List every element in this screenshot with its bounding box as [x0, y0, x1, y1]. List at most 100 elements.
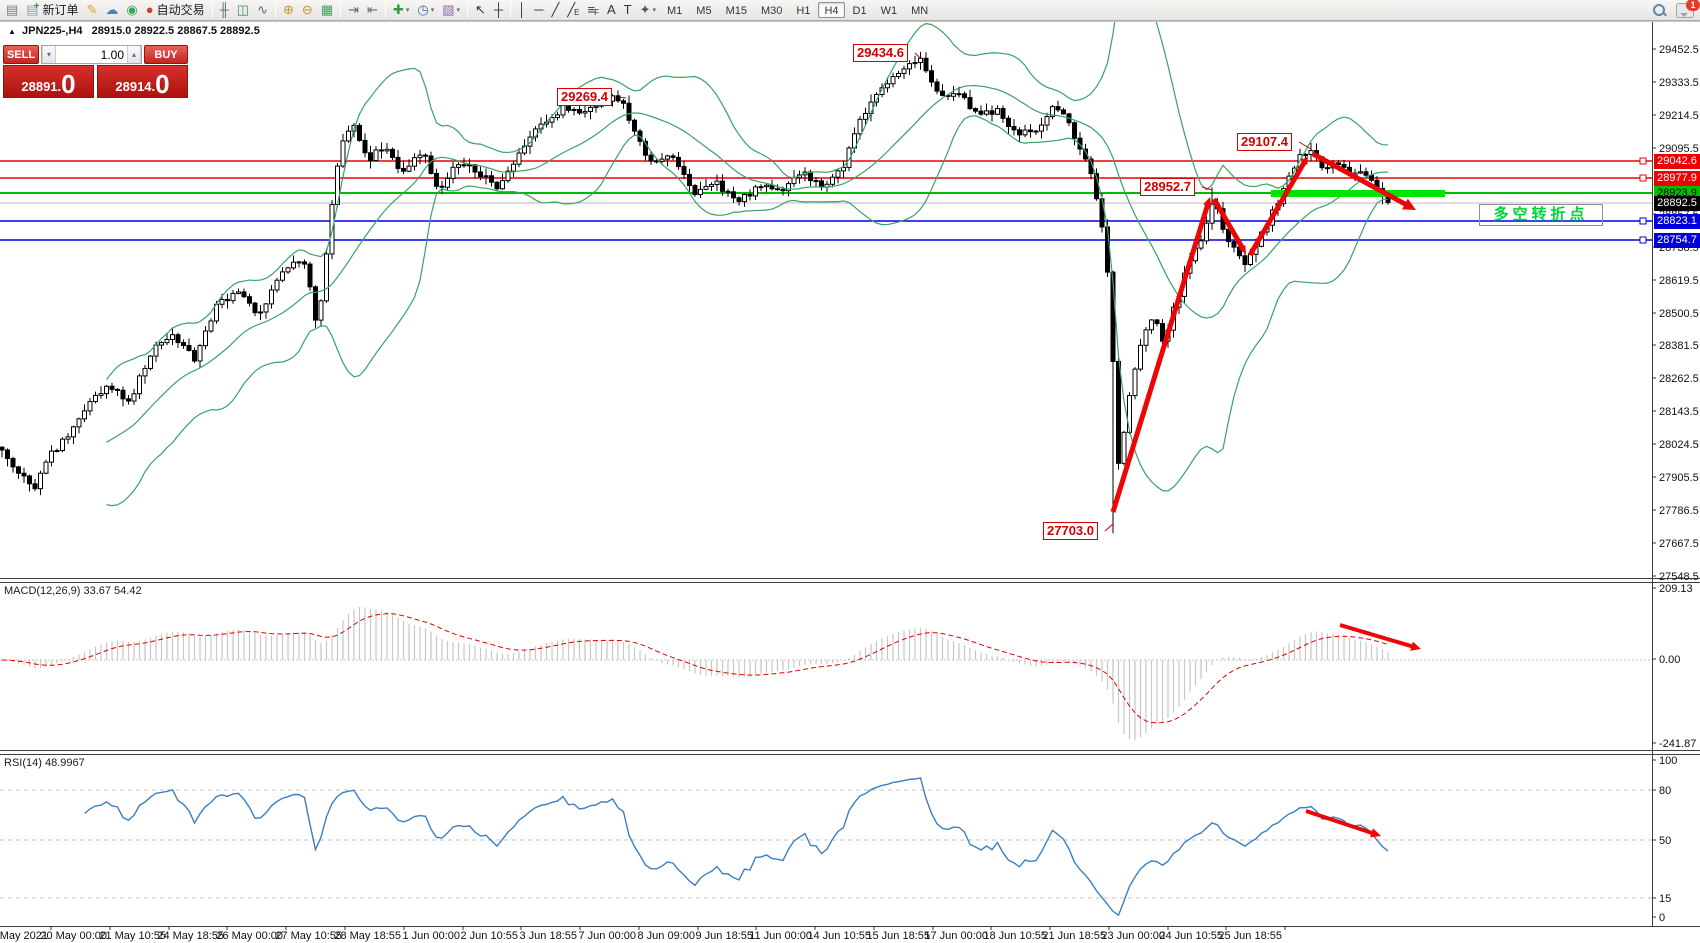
- line-chart-icon[interactable]: ∿: [253, 1, 272, 19]
- time-axis-label: 8 May 2021: [0, 930, 48, 942]
- one-click-trading-panel: SELL ▾ ▴ BUY 28891.0 28914.0: [3, 45, 188, 98]
- market-icon[interactable]: ☁: [101, 1, 122, 19]
- fibonacci-icon[interactable]: ≡ F: [583, 1, 602, 19]
- timeframe-m1[interactable]: M1: [661, 2, 688, 18]
- time-axis-label: 9 Jun 18:55: [696, 930, 754, 942]
- tool-letter: F: [594, 7, 599, 17]
- metaeditor-icon[interactable]: ✎: [82, 1, 101, 19]
- timeframe-mn[interactable]: MN: [905, 2, 934, 18]
- periods-icon[interactable]: ◷ ▾: [413, 1, 438, 19]
- arrows-tool-icon: ✦: [639, 2, 651, 18]
- plus-badge-icon: +: [33, 0, 40, 12]
- timeframe-d1[interactable]: D1: [847, 2, 873, 18]
- equidistant-channel-icon[interactable]: ╱ E: [563, 1, 583, 19]
- time-axis-label: 26 May 00:00: [216, 930, 283, 942]
- tile-windows-icon[interactable]: ▦: [317, 1, 337, 19]
- autotrading-button[interactable]: ● 自动交易: [142, 1, 209, 19]
- arrow-head: [1203, 197, 1212, 207]
- templates-icon[interactable]: ▧ ▾: [438, 1, 464, 19]
- rsi-axis-label: 0: [1659, 912, 1665, 924]
- bar-chart-icon[interactable]: ╫: [216, 1, 233, 19]
- toolbar-separator: [384, 1, 386, 19]
- time-axis-label: 11 Jun 00:00: [749, 930, 812, 942]
- cursor-icon[interactable]: ↖: [471, 1, 490, 19]
- rsi-axis-label: 100: [1659, 755, 1677, 767]
- price-axis-tick-label: 29333.5: [1659, 77, 1699, 89]
- trend-arrow[interactable]: [1110, 201, 1211, 513]
- new-order-button[interactable]: ▤ + 新订单: [22, 1, 82, 19]
- zoom-out-icon[interactable]: ⊖: [298, 1, 317, 19]
- vertical-line-icon: │: [518, 2, 527, 18]
- candlestick-chart-icon: ◫: [236, 2, 250, 18]
- line-handle[interactable]: [1639, 174, 1647, 182]
- timeframe-w1[interactable]: W1: [875, 2, 904, 18]
- timeframe-m30[interactable]: M30: [755, 2, 788, 18]
- line-handle[interactable]: [1639, 217, 1647, 225]
- symbol-info-bar: ▲ JPN225-,H4 28915.0 28922.5 28867.5 288…: [8, 25, 260, 37]
- signals-icon: ◉: [126, 2, 138, 18]
- price-axis-tick-label: 28738.5: [1659, 242, 1699, 254]
- turning-point-note[interactable]: 多空转折点: [1479, 204, 1603, 226]
- trend-arrow[interactable]: [1305, 809, 1376, 836]
- trend-arrow[interactable]: [1311, 151, 1410, 209]
- indicators-icon[interactable]: ✚ ▾: [389, 1, 413, 19]
- macd-panel: 209.13 0.00 -241.87: [0, 583, 1696, 750]
- rsi-indicator-label: RSI(14) 48.9967: [4, 757, 85, 769]
- horizontal-line-icon[interactable]: ─: [530, 1, 547, 19]
- drawing-annotations[interactable]: [618, 52, 1445, 838]
- buy-button[interactable]: BUY: [144, 45, 188, 64]
- price-axis-tick-label: 27786.5: [1659, 505, 1699, 517]
- chat-icon[interactable]: 1: [1676, 0, 1700, 18]
- crosshair-icon[interactable]: ┼: [490, 1, 507, 19]
- time-axis-label: 15 Jun 18:55: [866, 930, 930, 942]
- arrow-head: [1238, 245, 1246, 254]
- time-axis-label: 18 Jun 10:55: [983, 930, 1047, 942]
- panel-frame: [0, 21, 1700, 927]
- text-label-icon[interactable]: T: [620, 1, 636, 19]
- arrows-tool-icon[interactable]: ✦ ▾: [636, 1, 660, 19]
- arrow-head: [1410, 641, 1421, 651]
- trendline-icon[interactable]: ╱: [547, 1, 563, 19]
- green-support-bar[interactable]: [1271, 190, 1445, 197]
- price-axis-tick-label: 27548.5: [1659, 571, 1699, 583]
- chart-window-icon[interactable]: ▤: [2, 1, 22, 19]
- sell-price-main: 28891.: [21, 79, 62, 94]
- search-icon[interactable]: [1652, 3, 1667, 17]
- price-label-connector: [914, 52, 921, 59]
- sell-price-box[interactable]: 28891. 0: [3, 65, 94, 98]
- arrow-head: [1402, 198, 1416, 210]
- timeframe-h1[interactable]: H1: [790, 2, 816, 18]
- candlestick-chart-icon[interactable]: ◫: [233, 1, 253, 19]
- lot-size-input[interactable]: [56, 46, 127, 63]
- fibonacci-icon: ≡: [587, 2, 596, 18]
- vertical-line-icon[interactable]: │: [514, 1, 530, 19]
- trend-arrow[interactable]: [1211, 197, 1246, 251]
- auto-scroll-icon[interactable]: ⇥: [344, 1, 363, 19]
- line-handle[interactable]: [1639, 236, 1647, 244]
- timeframe-m5[interactable]: M5: [690, 2, 717, 18]
- price-axis-tick-label: 27667.5: [1659, 538, 1699, 550]
- sell-button[interactable]: SELL: [3, 45, 39, 64]
- macd-axis-label: -241.87: [1659, 738, 1696, 750]
- time-axis-label: 17 Jun 00:00: [924, 930, 988, 942]
- lot-decrease-button[interactable]: ▾: [42, 46, 56, 63]
- dropdown-arrow-icon: ▾: [456, 6, 461, 14]
- bollinger-middle-band: [106, 84, 1389, 443]
- zoom-in-icon[interactable]: ⊕: [279, 1, 298, 19]
- text-label-icon: T: [623, 2, 632, 18]
- chart-shift-icon[interactable]: ⇤: [363, 1, 382, 19]
- timeframe-m15[interactable]: M15: [720, 2, 753, 18]
- buy-price-box[interactable]: 28914. 0: [97, 65, 188, 98]
- timeframe-h4[interactable]: H4: [818, 2, 845, 18]
- trend-arrow[interactable]: [1339, 623, 1416, 650]
- lot-increase-button[interactable]: ▴: [127, 46, 141, 63]
- time-axis-label: 21 Jun 18:55: [1042, 930, 1106, 942]
- text-icon[interactable]: A: [603, 1, 620, 19]
- line-handle[interactable]: [1639, 157, 1647, 165]
- trend-arrow[interactable]: [1247, 159, 1308, 257]
- signals-icon[interactable]: ◉: [122, 1, 141, 19]
- tool-letter: E: [574, 7, 580, 17]
- price-label-connector: [1201, 186, 1213, 191]
